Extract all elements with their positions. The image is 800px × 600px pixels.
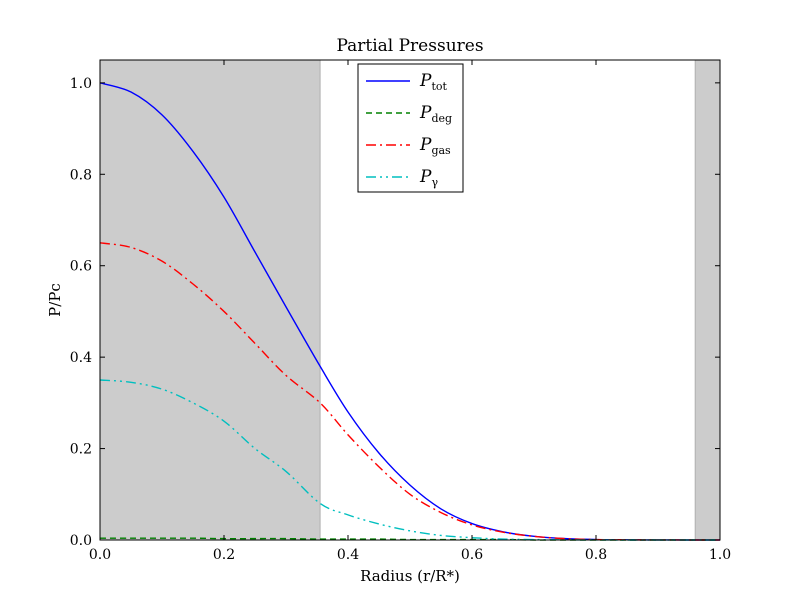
x-tick-label: 1.0: [709, 547, 731, 563]
x-tick-label: 0.4: [337, 547, 359, 563]
y-tick-label: 0.2: [70, 442, 92, 458]
x-tick-label: 0.0: [89, 547, 111, 563]
chart-title: Partial Pressures: [336, 36, 483, 56]
legend-box: [357, 63, 464, 193]
shaded-region-1: [100, 60, 321, 540]
series-line-4: [99, 379, 720, 541]
legend-label-4: Pγ: [419, 167, 438, 189]
shaded-region-2: [695, 60, 720, 540]
legend-label-3: Pgas: [419, 135, 451, 157]
y-tick-label: 0.6: [70, 259, 92, 275]
legend-label-1: Ptot: [419, 71, 447, 93]
y-tick-label: 0.8: [70, 167, 92, 183]
y-tick-label: 0.0: [70, 533, 92, 549]
x-tick-label: 0.6: [461, 547, 483, 563]
legend-label-2: Pdeg: [419, 103, 452, 125]
x-tick-label: 0.8: [585, 547, 607, 563]
ticks: 0.0 0.2 0.4 0.6 0.8 1.0 0.0 0.2 0.4 0.6 0.8 1.0: [70, 60, 731, 563]
x-tick-label: 0.2: [213, 547, 235, 563]
y-tick-label: 1.0: [70, 76, 92, 92]
plot-frame: [99, 59, 721, 541]
y-tick-label: 0.4: [70, 350, 92, 366]
shaded-regions: [99, 60, 721, 540]
legend: Ptot Pdeg Pgas Pγ: [357, 63, 464, 193]
y-axis-title: P/Pc: [46, 283, 64, 317]
x-axis-title: Radius (r/R*): [360, 567, 460, 585]
